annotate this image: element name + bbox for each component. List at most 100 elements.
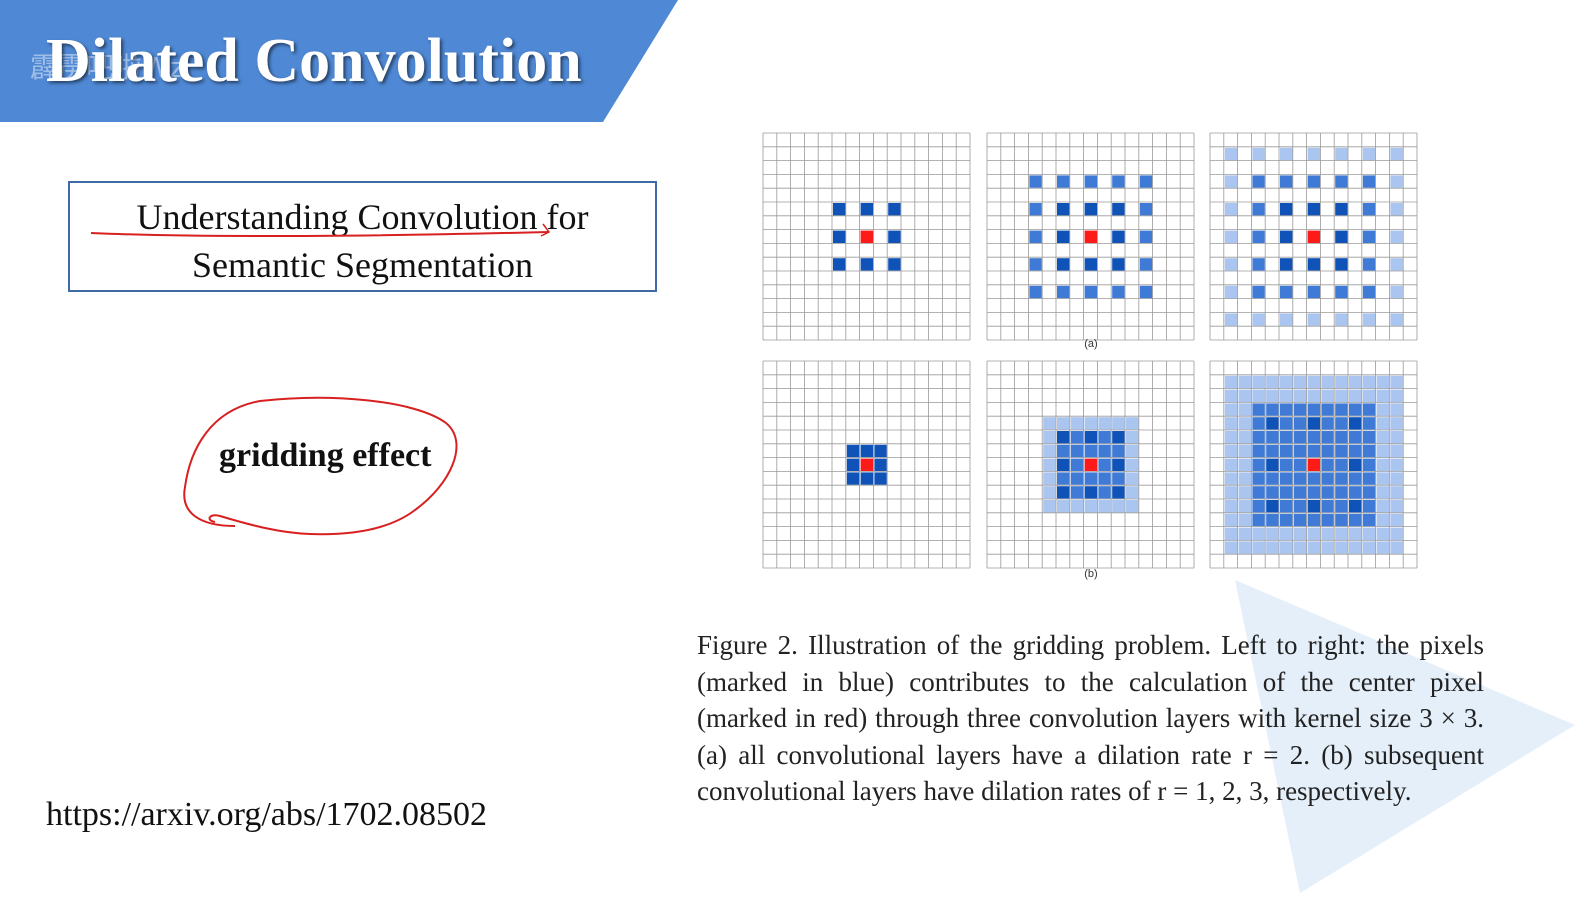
pixel-cell — [874, 458, 887, 471]
pixel-cell — [1307, 417, 1320, 430]
pixel-cell — [1280, 203, 1293, 216]
pixel-cell — [1321, 472, 1334, 485]
watermark-text: 霹雳吧啦Wz — [30, 51, 185, 84]
pixel-cell — [1224, 175, 1238, 188]
pixel-cell — [1252, 403, 1265, 416]
pixel-cell — [1084, 417, 1097, 430]
pixel-cell — [1224, 541, 1238, 554]
pixel-cell — [1266, 513, 1279, 527]
pixel-cell — [1043, 458, 1056, 471]
pixel-cell — [1098, 500, 1111, 513]
pixel-cell — [1321, 486, 1334, 499]
pixel-cell — [1057, 258, 1070, 271]
pixel-cell — [1266, 375, 1279, 389]
pixel-cell — [1307, 444, 1320, 458]
panel-b1 — [762, 360, 971, 569]
pixel-cell — [1390, 527, 1403, 540]
pixel-cell — [1224, 500, 1238, 513]
pixel-cell — [1335, 403, 1348, 416]
pixel-cell — [1084, 472, 1097, 485]
pixel-cell — [1224, 431, 1238, 444]
pixel-cell — [860, 444, 873, 458]
pixel-cell — [1266, 527, 1279, 540]
pixel-cell — [1349, 541, 1362, 554]
pixel-cell — [1376, 403, 1389, 416]
pixel-cell — [1084, 431, 1097, 444]
pixel-cell — [1349, 500, 1362, 513]
pixel-cell — [1293, 444, 1307, 458]
pixel-cell — [1335, 258, 1348, 271]
pixel-cell — [1349, 389, 1362, 402]
panel-a2 — [986, 132, 1195, 341]
pixel-cell — [1349, 417, 1362, 430]
pixel-cell — [1321, 375, 1334, 389]
pixel-cell — [1362, 417, 1376, 430]
pixel-cell — [1280, 513, 1293, 527]
title-banner — [0, 0, 678, 122]
pixel-cell — [1224, 527, 1238, 540]
gridding-figure: (a) (b) — [762, 132, 1418, 580]
pixel-cell — [1043, 472, 1056, 485]
pixel-cell — [1321, 431, 1334, 444]
pixel-cell — [1349, 486, 1362, 499]
pixel-cell — [1238, 389, 1251, 402]
pixel-cell — [1376, 513, 1389, 527]
pixel-cell — [1084, 175, 1097, 188]
pixel-cell — [1307, 230, 1320, 243]
pixel-cell — [1335, 375, 1348, 389]
pixel-cell — [1139, 203, 1153, 216]
pixel-cell — [1084, 500, 1097, 513]
pixel-cell — [1335, 203, 1348, 216]
pixel-cell — [1362, 500, 1376, 513]
pixel-cell — [860, 472, 873, 485]
pixel-cell — [1238, 431, 1251, 444]
red-underline-annotation — [90, 223, 551, 237]
pixel-cell — [1029, 258, 1042, 271]
pixel-cell — [1390, 258, 1403, 271]
pixel-cell — [1362, 389, 1376, 402]
pixel-cell — [1098, 472, 1111, 485]
pixel-cell — [1321, 527, 1334, 540]
pixel-cell — [1224, 285, 1238, 299]
pixel-cell — [1280, 431, 1293, 444]
pixel-cell — [1098, 486, 1111, 499]
decorative-triangle — [1235, 580, 1575, 893]
paper-title-box: Understanding Convolution for Semantic S… — [68, 181, 657, 292]
pixel-cell — [1293, 431, 1307, 444]
pixel-cell — [888, 203, 901, 216]
pixel-cell — [1266, 486, 1279, 499]
pixel-cell — [1321, 458, 1334, 471]
pixel-cell — [1084, 230, 1097, 243]
paper-title-line-1: Understanding Convolution for — [136, 197, 589, 237]
pixel-cell — [1224, 513, 1238, 527]
pixel-cell — [1084, 444, 1097, 458]
pixel-cell — [1307, 375, 1320, 389]
pixel-cell — [1029, 175, 1042, 188]
pixel-cell — [1280, 285, 1293, 299]
panel-b3 — [1209, 360, 1418, 569]
pixel-cell — [1280, 230, 1293, 243]
pixel-cell — [1057, 472, 1070, 485]
pixel-cell — [1376, 527, 1389, 540]
pixel-cell — [1335, 285, 1348, 299]
pixel-cell — [1321, 513, 1334, 527]
pixel-cell — [833, 203, 846, 216]
pixel-cell — [1266, 458, 1279, 471]
pixel-cell — [1057, 500, 1070, 513]
pixel-cell — [860, 230, 873, 243]
pixel-cell — [1362, 444, 1376, 458]
pixel-cell — [1362, 230, 1376, 243]
pixel-cell — [1280, 472, 1293, 485]
pixel-cell — [874, 472, 887, 485]
pixel-cell — [1362, 513, 1376, 527]
paper-title-line-2: Semantic Segmentation — [192, 245, 533, 285]
red-circle-annotation — [183, 396, 458, 536]
pixel-cell — [1057, 175, 1070, 188]
pixel-cell — [860, 203, 873, 216]
pixel-cell — [1376, 458, 1389, 471]
pixel-cell — [1390, 458, 1403, 471]
pixel-cell — [1139, 258, 1153, 271]
pixel-cell — [1252, 486, 1265, 499]
pixel-cell — [1307, 313, 1320, 326]
pixel-cell — [1252, 513, 1265, 527]
